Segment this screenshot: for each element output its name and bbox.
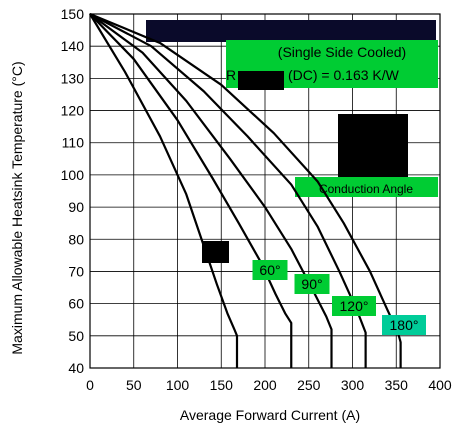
y-tick-label: 140 <box>61 38 85 54</box>
annotation-resistance: (DC) = 0.163 K/W <box>288 67 400 83</box>
annotation-conduction-angle: Conduction Angle <box>319 182 413 196</box>
y-tick-label: 150 <box>61 6 85 22</box>
y-tick-label: 60 <box>68 296 84 312</box>
x-tick-label: 200 <box>253 377 277 393</box>
y-tick-label: 120 <box>61 103 85 119</box>
y-tick-label: 70 <box>68 263 84 279</box>
series-line-3 <box>89 13 367 368</box>
series-labels: 60° 90° 120° 180° <box>252 260 426 335</box>
y-tick-label: 130 <box>61 70 85 86</box>
y-tick-label: 110 <box>62 135 85 151</box>
x-tick-label: 300 <box>341 377 365 393</box>
x-tick-label: 50 <box>126 377 142 393</box>
x-tick-label: 400 <box>428 377 452 393</box>
occluder-1 <box>238 71 284 90</box>
x-axis-label: Average Forward Current (A) <box>180 407 360 423</box>
series-label: 60° <box>259 262 280 278</box>
y-tick-label: 40 <box>68 360 84 376</box>
y-tick-label: 80 <box>68 231 84 247</box>
y-tick-label: 100 <box>61 167 85 183</box>
series-label-box <box>252 260 288 280</box>
occluder-2 <box>338 114 408 178</box>
x-tick-label: 100 <box>166 377 190 393</box>
x-tick-label: 150 <box>210 377 234 393</box>
title-bar <box>146 20 436 42</box>
y-axis-label: Maximum Allowable Heatsink Temperature (… <box>9 61 25 354</box>
annotation-resistance-prefix: R <box>226 67 236 83</box>
x-tick-label: 0 <box>86 377 94 393</box>
series <box>89 12 402 368</box>
plot-frame <box>89 13 441 369</box>
y-tick-labels: 40 50 60 70 80 90 100 110 120 130 140 150 <box>61 6 85 376</box>
y-tick-label: 90 <box>68 199 84 215</box>
y-tick-label: 50 <box>68 328 84 344</box>
x-tick-label: 250 <box>297 377 321 393</box>
x-tick-labels: 0 50 100 150 200 250 300 350 400 <box>86 377 452 393</box>
conduction-angle-box <box>295 177 438 197</box>
annotation-cooling: (Single Side Cooled) <box>278 44 406 60</box>
series-line-2 <box>89 13 333 368</box>
decor <box>146 20 438 263</box>
series-label-box <box>294 274 330 294</box>
series-line-1 <box>89 13 293 368</box>
series-label-box <box>332 296 376 316</box>
series-label: 90° <box>301 276 322 292</box>
series-label-box <box>382 315 426 335</box>
x-tick-label: 350 <box>385 377 409 393</box>
series-label: 120° <box>340 298 369 314</box>
series-line-0 <box>89 13 239 368</box>
series-line-4 <box>89 12 402 368</box>
series-label: 180° <box>390 317 419 333</box>
